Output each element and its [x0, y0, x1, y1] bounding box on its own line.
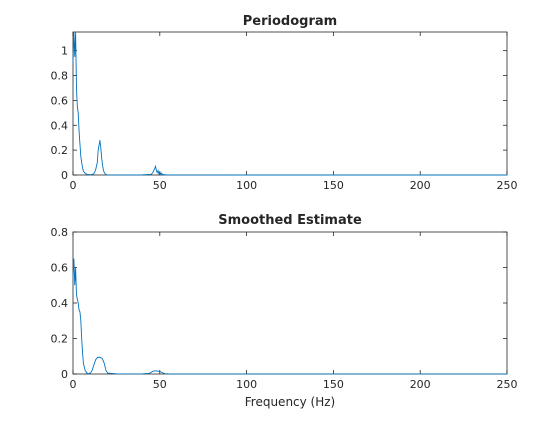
periodogram-x-tick-label: 50 — [153, 179, 167, 192]
smoothed-estimate-x-tick-label: 0 — [70, 378, 77, 391]
periodogram-y-tick-label: 0.4 — [51, 119, 69, 132]
periodogram-x-tick-label: 0 — [70, 179, 77, 192]
smoothed-estimate-y-tick-label: 0 — [61, 368, 68, 381]
smoothed-estimate-line — [72, 258, 507, 375]
periodogram-x-tick-label: 100 — [236, 179, 257, 192]
periodogram-y-tick-label: 0.6 — [51, 94, 69, 107]
smoothed-estimate-y-tick-label: 0.8 — [51, 226, 69, 239]
smoothed-estimate-title: Smoothed Estimate — [218, 213, 362, 228]
smoothed-estimate-x-tick-label: 250 — [497, 378, 518, 391]
smoothed-estimate-axes: Smoothed Estimate 0 50 100 150 200 250 0 0.2 0.4… — [51, 213, 518, 409]
periodogram-x-tick-label: 250 — [497, 179, 518, 192]
smoothed-estimate-ticks: 0 50 100 150 200 250 0 0.2 0.4 0.6 0.8 — [51, 226, 518, 391]
smoothed-estimate-x-tick-label: 50 — [153, 378, 167, 391]
periodogram-x-tick-label: 200 — [410, 179, 431, 192]
smoothed-estimate-x-tick-label: 100 — [236, 378, 257, 391]
x-axis-label: Frequency (Hz) — [245, 395, 336, 409]
smoothed-estimate-x-tick-label: 150 — [323, 378, 344, 391]
smoothed-estimate-y-tick-label: 0.6 — [51, 262, 69, 275]
periodogram-y-tick-label: 0.8 — [51, 70, 69, 83]
periodogram-title: Periodogram — [243, 14, 337, 29]
periodogram-axes: Periodogram 0 50 100 150 200 250 0 0.2 0.4 0.6 0.8… — [51, 14, 518, 192]
periodogram-y-tick-label: 0.2 — [51, 144, 69, 157]
smoothed-estimate-y-tick-label: 0.4 — [51, 297, 69, 310]
periodogram-y-tick-label: 0 — [61, 169, 68, 182]
periodogram-x-tick-label: 150 — [323, 179, 344, 192]
smoothed-estimate-y-tick-label: 0.2 — [51, 333, 69, 346]
periodogram-line — [72, 31, 507, 176]
smoothed-estimate-x-tick-label: 200 — [410, 378, 431, 391]
periodogram-ticks: 0 50 100 150 200 250 0 0.2 0.4 0.6 0.8 1 — [51, 32, 518, 192]
periodogram-y-tick-label: 1 — [61, 45, 68, 58]
